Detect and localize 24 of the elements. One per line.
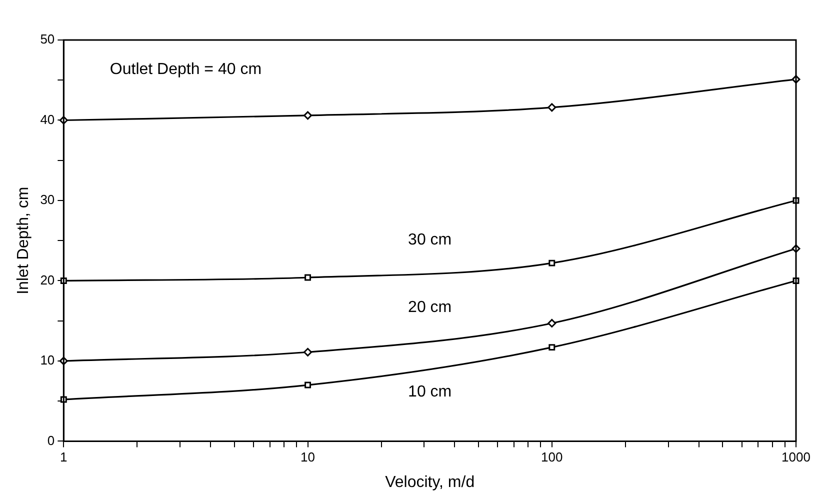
y-tick-label: 10 <box>40 352 55 368</box>
x-tick-label: 100 <box>541 450 563 465</box>
x-tick-label: 10 <box>300 450 316 465</box>
y-axis-title: Inlet Depth, cm <box>15 186 32 294</box>
text: Outlet Depth = 40 cm <box>110 61 262 78</box>
series-label: 30 cm <box>408 232 452 249</box>
x-tick-label: 1 <box>60 450 68 465</box>
y-tick-label: 40 <box>40 112 55 127</box>
y-tick-label: 0 <box>47 432 55 448</box>
x-tick-label: 1000 <box>782 450 810 465</box>
point <box>304 348 312 356</box>
point <box>304 274 311 281</box>
x-axis-title: Velocity, m/d <box>385 474 475 491</box>
point <box>304 382 311 388</box>
y-tick-label: 30 <box>40 192 55 208</box>
y-tick-label: 50 <box>40 32 55 47</box>
y-tick-label: 20 <box>40 272 55 288</box>
point <box>548 260 556 266</box>
point <box>548 103 556 112</box>
point <box>548 344 556 351</box>
point <box>548 318 556 328</box>
series-label: 10 cm <box>408 384 452 401</box>
series-label: 20 cm <box>408 299 452 316</box>
point <box>304 111 312 120</box>
